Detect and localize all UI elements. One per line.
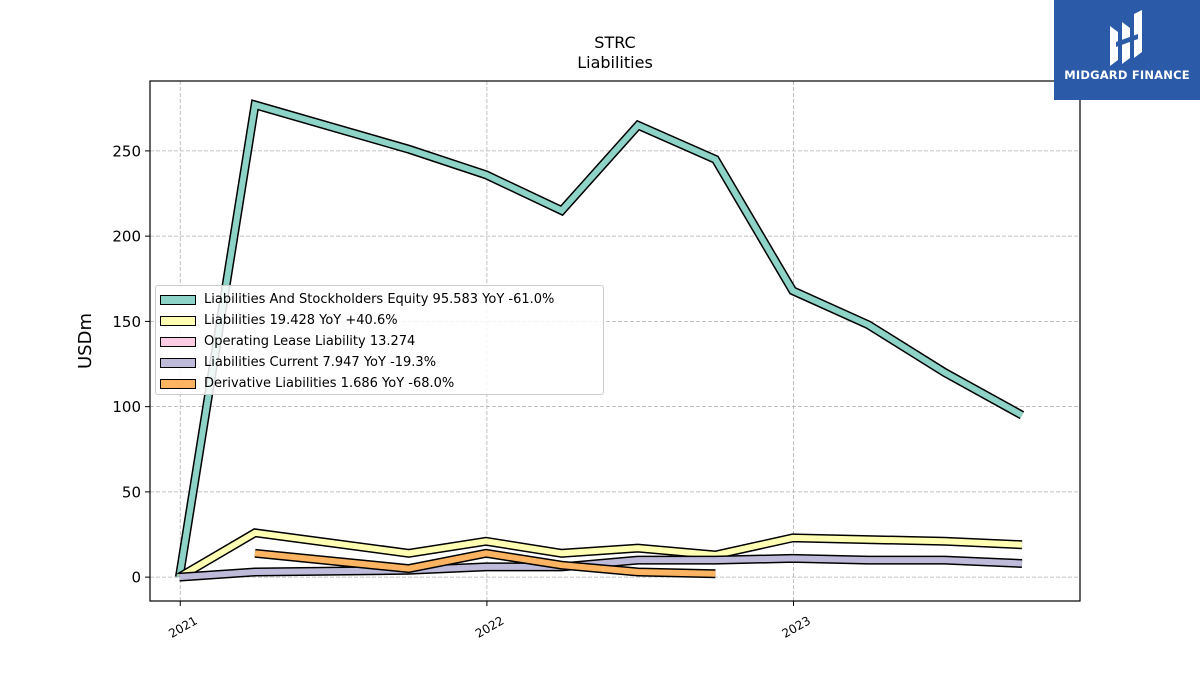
y-tick-label: 250 xyxy=(112,142,141,160)
chart-subtitle: Liabilities xyxy=(577,53,653,72)
y-tick-label: 50 xyxy=(122,483,141,501)
legend-item: Liabilities 19.428 YoY +40.6% xyxy=(160,310,599,331)
y-axis-label: USDm xyxy=(75,313,96,369)
series-line xyxy=(254,550,716,577)
legend-label: Liabilities And Stockholders Equity 95.5… xyxy=(204,292,555,307)
x-tick-label: 2021 xyxy=(166,613,199,640)
plot-frame xyxy=(149,80,1081,602)
x-tick-label: 2022 xyxy=(473,613,506,640)
series-line xyxy=(177,529,1023,580)
legend-label: Derivative Liabilities 1.686 YoY -68.0% xyxy=(204,376,455,391)
series-line xyxy=(179,555,1023,581)
chart-title: STRC xyxy=(594,33,635,52)
legend-label: Liabilities 19.428 YoY +40.6% xyxy=(204,313,398,328)
brand-logo: MIDGARD FINANCE xyxy=(1054,0,1200,100)
legend-swatch xyxy=(160,315,196,326)
legend-swatch xyxy=(160,357,196,368)
legend-item: Operating Lease Liability 13.274 xyxy=(160,331,599,352)
y-tick-label: 150 xyxy=(112,313,141,331)
legend-swatch xyxy=(160,378,196,389)
logo-text: MIDGARD FINANCE xyxy=(1064,68,1190,82)
y-tick-label: 0 xyxy=(131,569,141,587)
x-tick-label: 2023 xyxy=(780,613,813,640)
legend-item: Derivative Liabilities 1.686 YoY -68.0% xyxy=(160,373,599,394)
y-tick-label: 100 xyxy=(112,398,141,416)
series-lines xyxy=(174,99,1025,582)
legend-item: Liabilities And Stockholders Equity 95.5… xyxy=(160,289,599,310)
legend: Liabilities And Stockholders Equity 95.5… xyxy=(155,285,604,395)
legend-swatch xyxy=(160,336,196,347)
legend-swatch xyxy=(160,294,196,305)
midgard-logo-icon xyxy=(1110,10,1142,66)
legend-item: Liabilities Current 7.947 YoY -19.3% xyxy=(160,352,599,373)
series-line xyxy=(176,101,1024,578)
legend-label: Operating Lease Liability 13.274 xyxy=(204,334,416,349)
legend-label: Liabilities Current 7.947 YoY -19.3% xyxy=(204,355,437,370)
y-tick-label: 200 xyxy=(112,228,141,246)
